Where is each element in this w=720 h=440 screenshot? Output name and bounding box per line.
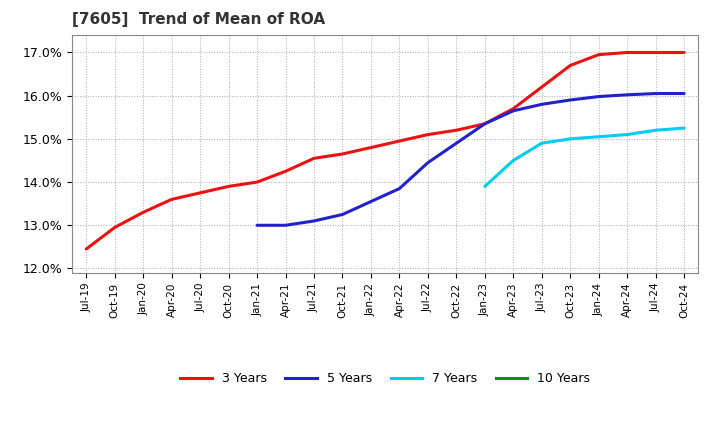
3 Years	[366, 145, 375, 150]
5 Years	[623, 92, 631, 97]
3 Years	[338, 151, 347, 157]
Line: 7 Years: 7 Years	[485, 128, 684, 187]
3 Years	[537, 84, 546, 90]
5 Years	[509, 108, 518, 114]
5 Years	[366, 199, 375, 204]
5 Years	[423, 160, 432, 165]
7 Years	[509, 158, 518, 163]
3 Years	[253, 180, 261, 185]
5 Years	[480, 121, 489, 126]
3 Years	[452, 128, 461, 133]
3 Years	[196, 190, 204, 195]
5 Years	[282, 223, 290, 228]
5 Years	[452, 140, 461, 146]
3 Years	[225, 184, 233, 189]
7 Years	[566, 136, 575, 142]
3 Years	[139, 210, 148, 215]
7 Years	[680, 125, 688, 131]
7 Years	[595, 134, 603, 139]
3 Years	[395, 139, 404, 144]
7 Years	[623, 132, 631, 137]
3 Years	[310, 156, 318, 161]
3 Years	[110, 225, 119, 230]
3 Years	[566, 63, 575, 68]
Line: 5 Years: 5 Years	[257, 94, 684, 225]
3 Years	[282, 169, 290, 174]
5 Years	[537, 102, 546, 107]
7 Years	[537, 140, 546, 146]
3 Years	[509, 106, 518, 111]
3 Years	[480, 121, 489, 126]
7 Years	[480, 184, 489, 189]
3 Years	[623, 50, 631, 55]
5 Years	[395, 186, 404, 191]
3 Years	[595, 52, 603, 57]
3 Years	[167, 197, 176, 202]
5 Years	[566, 97, 575, 103]
Legend: 3 Years, 5 Years, 7 Years, 10 Years: 3 Years, 5 Years, 7 Years, 10 Years	[176, 367, 595, 390]
3 Years	[423, 132, 432, 137]
7 Years	[652, 128, 660, 133]
5 Years	[338, 212, 347, 217]
5 Years	[680, 91, 688, 96]
5 Years	[253, 223, 261, 228]
5 Years	[310, 218, 318, 224]
Text: [7605]  Trend of Mean of ROA: [7605] Trend of Mean of ROA	[72, 12, 325, 27]
5 Years	[652, 91, 660, 96]
5 Years	[595, 94, 603, 99]
3 Years	[82, 246, 91, 252]
3 Years	[652, 50, 660, 55]
Line: 3 Years: 3 Years	[86, 52, 684, 249]
3 Years	[680, 50, 688, 55]
